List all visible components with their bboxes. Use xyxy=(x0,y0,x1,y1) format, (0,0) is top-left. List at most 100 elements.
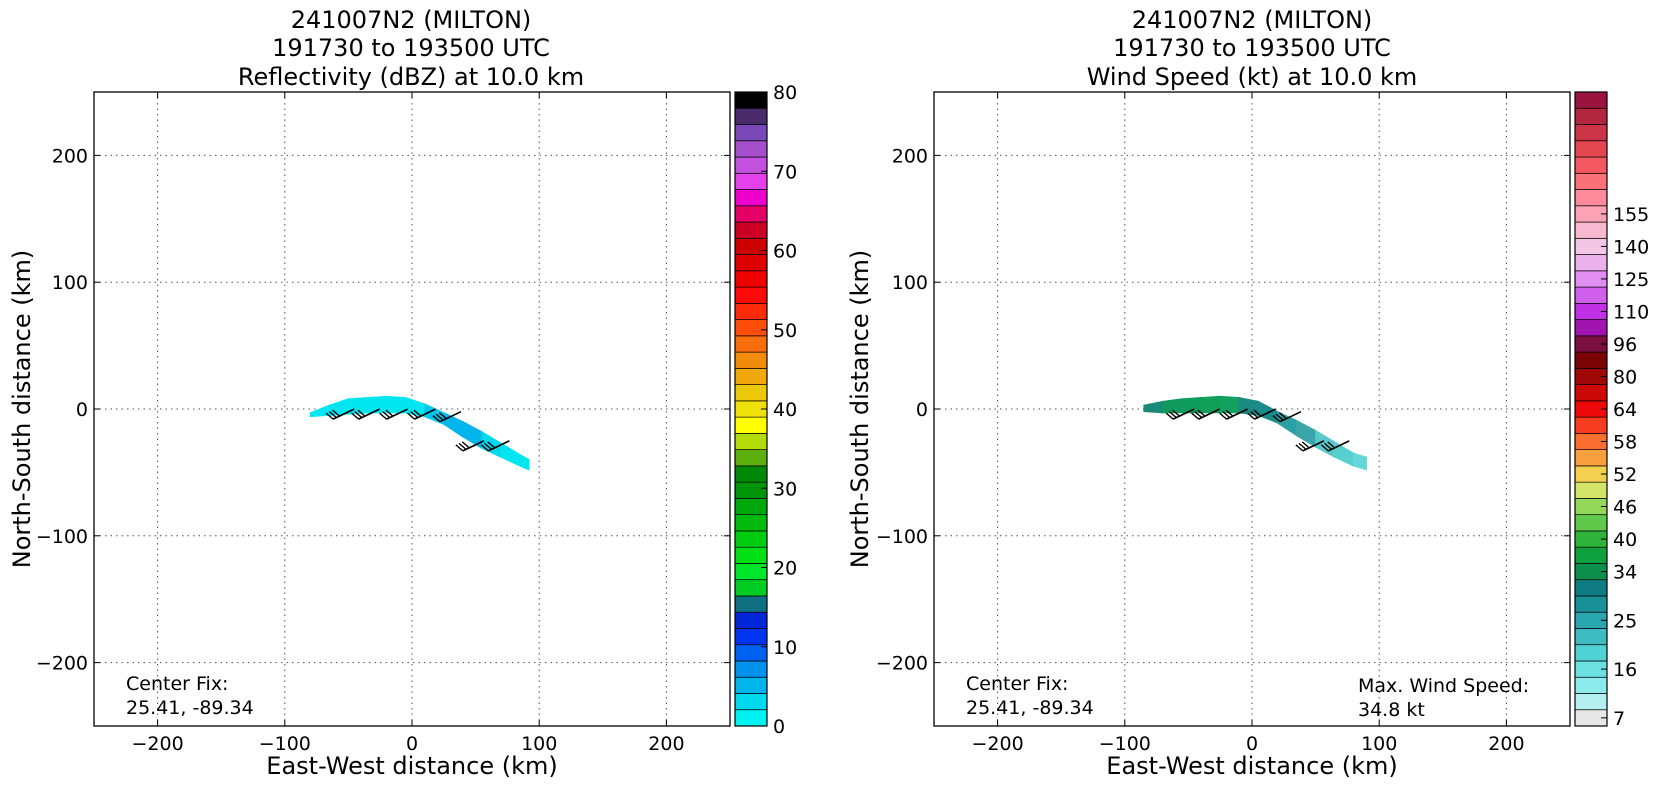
wind-title-line-3: Wind Speed (kt) at 10.0 km xyxy=(1087,63,1418,91)
wind-barb xyxy=(351,408,380,420)
wind-speed-panel: 241007N2 (MILTON) 191730 to 193500 UTC W… xyxy=(846,6,1649,780)
x-tick-label: 200 xyxy=(648,733,684,755)
colorbar-tick-label: 140 xyxy=(1613,236,1649,258)
x-tick-label: −100 xyxy=(1099,733,1151,755)
colorbar-segment xyxy=(734,221,768,239)
colorbar-segment xyxy=(1574,676,1608,694)
colorbar-segment xyxy=(734,254,768,272)
colorbar-tick-label: 30 xyxy=(773,478,797,500)
colorbar-tick-label: 155 xyxy=(1613,204,1649,226)
colorbar-segment xyxy=(734,302,768,320)
wind-grid xyxy=(934,92,1570,726)
colorbar-segment xyxy=(734,449,768,467)
y-tick-label: 200 xyxy=(892,145,928,167)
colorbar-segment xyxy=(734,189,768,207)
wind-x-ticks: −200 −100 0 100 200 xyxy=(972,92,1525,755)
colorbar-segment xyxy=(734,514,768,532)
x-tick-label: 0 xyxy=(1246,733,1258,755)
colorbar-segment xyxy=(734,530,768,548)
x-tick-label: −200 xyxy=(132,733,184,755)
colorbar-segment xyxy=(734,465,768,483)
y-tick-label: 100 xyxy=(892,272,928,294)
wind-barb xyxy=(379,408,408,420)
reflectivity-x-ticks: −200 −100 0 100 200 xyxy=(132,92,685,755)
field-cell xyxy=(1219,395,1240,414)
colorbar-segment xyxy=(734,172,768,190)
y-tick-label: −200 xyxy=(36,653,88,675)
y-tick-label: 0 xyxy=(916,399,928,421)
x-tick-label: 0 xyxy=(406,733,418,755)
colorbar-segment xyxy=(1574,107,1608,125)
x-tick-label: 100 xyxy=(521,733,557,755)
field-cell xyxy=(309,404,330,418)
colorbar-tick-label: 60 xyxy=(773,241,797,263)
colorbar-segment xyxy=(734,124,768,142)
colorbar-segment xyxy=(1574,172,1608,190)
wind-barb xyxy=(325,408,355,420)
colorbar-segment xyxy=(1574,124,1608,142)
colorbar-segment xyxy=(734,237,768,255)
colorbar-segment xyxy=(1574,384,1608,402)
colorbar-segment xyxy=(734,416,768,434)
colorbar-segment xyxy=(1574,514,1608,532)
reflectivity-title-line-1: 241007N2 (MILTON) xyxy=(291,6,532,34)
colorbar-segment xyxy=(734,628,768,646)
field-cell xyxy=(386,395,407,414)
colorbar-segment xyxy=(734,107,768,125)
colorbar-segment xyxy=(1574,546,1608,564)
reflectivity-title-line-2: 191730 to 193500 UTC xyxy=(272,34,550,62)
field-cell xyxy=(1143,400,1164,414)
field-cell xyxy=(347,397,368,415)
colorbar-tick-label: 96 xyxy=(1613,334,1637,356)
colorbar-segment xyxy=(1574,595,1608,613)
colorbar-tick-label: 125 xyxy=(1613,269,1649,291)
colorbar-tick-label: 20 xyxy=(773,558,797,580)
field-cell xyxy=(1238,396,1259,416)
field-cell xyxy=(519,453,530,471)
colorbar-segment xyxy=(734,693,768,711)
colorbar-segment xyxy=(1574,140,1608,158)
colorbar-segment xyxy=(1574,254,1608,272)
reflectivity-y-axis-label: North-South distance (km) xyxy=(8,250,36,569)
colorbar-segment xyxy=(1574,579,1608,597)
reflectivity-center-fix-value: 25.41, -89.34 xyxy=(126,697,254,719)
colorbar-segment xyxy=(734,335,768,353)
wind-barb xyxy=(1165,408,1195,420)
colorbar-segment xyxy=(734,205,768,223)
colorbar-segment xyxy=(1574,91,1608,109)
y-tick-label: 200 xyxy=(52,145,88,167)
colorbar-segment xyxy=(734,481,768,499)
x-tick-label: −100 xyxy=(259,733,311,755)
colorbar-segment xyxy=(734,563,768,581)
colorbar-segment xyxy=(1574,286,1608,304)
colorbar-segment xyxy=(734,351,768,369)
colorbar-segment xyxy=(734,660,768,678)
wind-field xyxy=(1143,395,1367,471)
colorbar-segment xyxy=(1574,449,1608,467)
colorbar-segment xyxy=(734,498,768,516)
reflectivity-title-line-3: Reflectivity (dBZ) at 10.0 km xyxy=(238,63,584,91)
colorbar-tick-label: 70 xyxy=(773,161,797,183)
colorbar-tick-label: 16 xyxy=(1613,659,1637,681)
y-tick-label: −200 xyxy=(876,653,928,675)
colorbar-segment xyxy=(734,433,768,450)
colorbar-segment xyxy=(734,91,768,109)
colorbar-tick-label: 7 xyxy=(1613,708,1625,730)
colorbar-segment xyxy=(734,140,768,158)
reflectivity-colorbar-tick-labels: 0 10 20 30 40 50 60 70 80 xyxy=(761,82,797,738)
colorbar-tick-label: 110 xyxy=(1613,301,1649,323)
wind-barb xyxy=(432,410,462,423)
colorbar-segment xyxy=(734,319,768,337)
wind-colorbar-tick-labels: 7 16 25 34 40 46 52 58 64 80 96 110 125 140 155 xyxy=(1601,204,1649,730)
colorbar-tick-label: 64 xyxy=(1613,399,1637,421)
colorbar-tick-label: 80 xyxy=(773,82,797,104)
wind-y-ticks: −200 −100 0 100 200 xyxy=(876,145,1570,675)
colorbar-tick-label: 52 xyxy=(1613,464,1637,486)
colorbar-segment xyxy=(1574,481,1608,499)
wind-x-axis-label: East-West distance (km) xyxy=(1106,752,1397,780)
y-tick-label: 0 xyxy=(76,399,88,421)
reflectivity-colorbar xyxy=(734,91,768,727)
field-cell xyxy=(500,442,521,467)
colorbar-tick-label: 40 xyxy=(773,399,797,421)
